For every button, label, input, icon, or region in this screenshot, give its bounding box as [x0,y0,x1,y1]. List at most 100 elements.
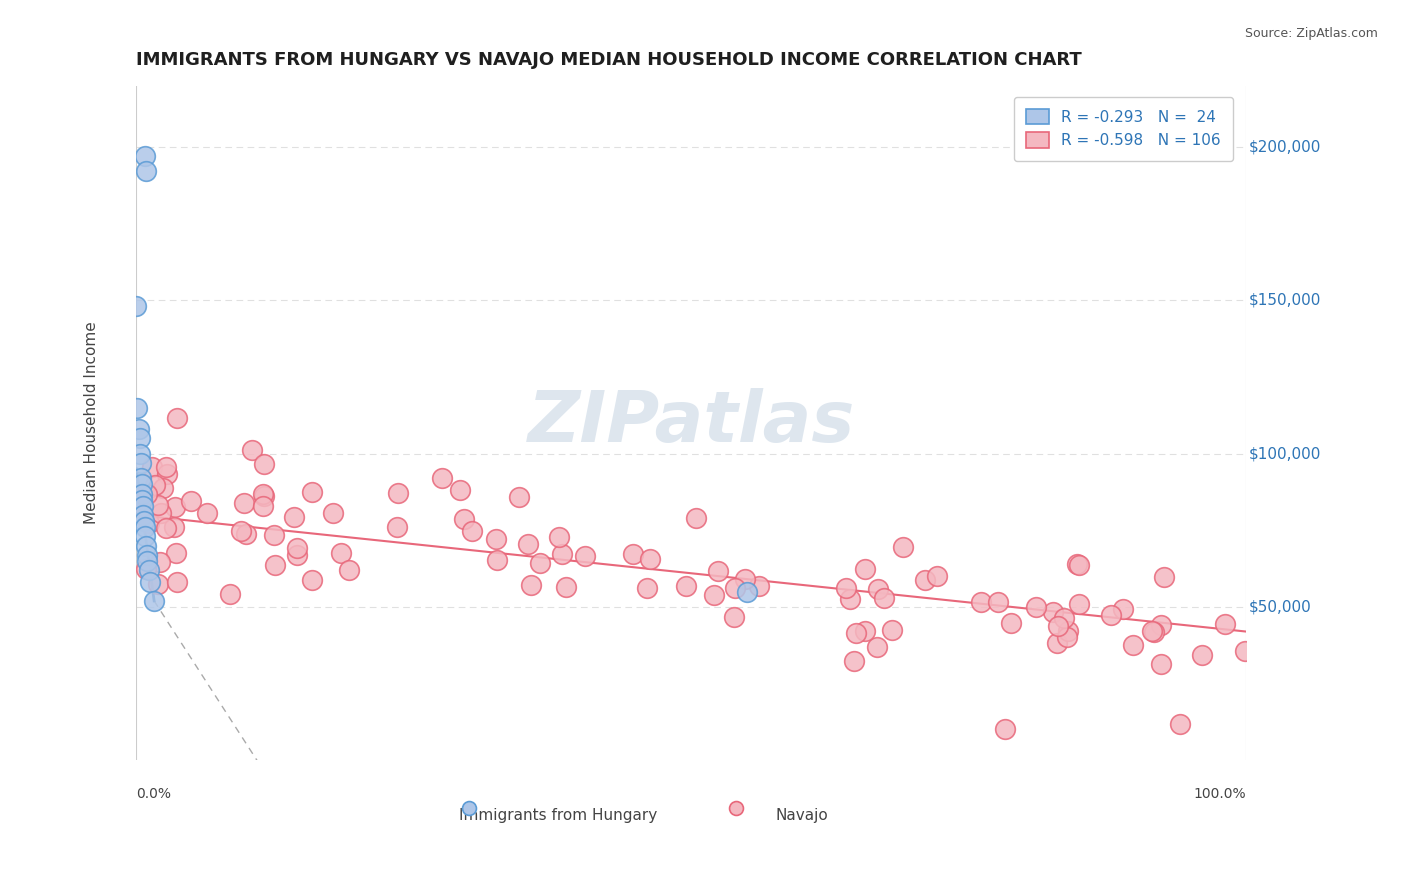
Point [1191,648,1213,662]
Point [283,509,305,524]
Point [155,459,177,474]
Point [128,431,150,445]
Point [337,563,360,577]
Point [1153,570,1175,584]
Point [141,460,163,475]
Point [240,443,263,458]
Point [1066,557,1088,571]
Point [1000,616,1022,631]
Point [1099,607,1122,622]
Text: $150,000: $150,000 [1249,293,1320,308]
Point [1122,638,1144,652]
Point [845,625,868,640]
Point [149,555,172,569]
Point [555,580,578,594]
Point [485,532,508,546]
Point [1142,624,1164,638]
Point [734,572,756,586]
Point [1233,644,1256,658]
Point [385,520,408,534]
Point [128,422,150,436]
Point [873,591,896,606]
Text: IMMIGRANTS FROM HUNGARY VS NAVAJO MEDIAN HOUSEHOLD INCOME CORRELATION CHART: IMMIGRANTS FROM HUNGARY VS NAVAJO MEDIAN… [136,51,1083,69]
Point [165,546,187,560]
Point [1168,717,1191,731]
Point [135,562,157,576]
Point [880,623,903,637]
Point [970,595,993,609]
Point [458,753,481,767]
Point [163,500,186,514]
Point [994,722,1017,736]
Point [387,485,409,500]
Text: 0.0%: 0.0% [136,788,172,801]
Point [1046,636,1069,650]
Point [842,654,865,668]
Text: Median Household Income: Median Household Income [84,322,100,524]
Point [180,494,202,508]
Point [1215,617,1237,632]
Point [155,521,177,535]
Point [1025,599,1047,614]
Point [724,582,747,596]
Point [322,506,344,520]
Point [1042,605,1064,619]
Point [329,546,352,560]
Point [264,558,287,573]
Text: $100,000: $100,000 [1249,446,1320,461]
Point [135,487,157,501]
Point [520,578,543,592]
Point [195,506,218,520]
Point [891,540,914,554]
Point [253,489,276,503]
Text: Navajo: Navajo [776,807,828,822]
Point [235,526,257,541]
Point [252,458,274,472]
Point [623,547,645,561]
Point [134,149,156,163]
Point [146,577,169,591]
Point [636,582,658,596]
Point [218,587,240,601]
Point [134,514,156,528]
Point [685,510,707,524]
Point [143,594,166,608]
Point [134,529,156,543]
Point [287,548,309,562]
Point [166,575,188,590]
Point [127,401,149,415]
Point [128,500,150,515]
Point [675,579,697,593]
Point [574,549,596,563]
Point [156,467,179,482]
Point [136,554,159,568]
Point [232,496,254,510]
Point [1150,618,1173,632]
Point [703,589,725,603]
Point [1057,624,1080,639]
Point [449,483,471,497]
Point [131,492,153,507]
Point [735,584,758,599]
Text: Source: ZipAtlas.com: Source: ZipAtlas.com [1244,27,1378,40]
Point [853,624,876,638]
Point [229,524,252,538]
Point [129,456,152,470]
Point [132,508,155,522]
Point [128,447,150,461]
Point [548,531,571,545]
Point [301,485,323,500]
Point [149,506,172,520]
Point [839,591,862,606]
Point [1053,610,1076,624]
Point [131,477,153,491]
Point [529,557,551,571]
Point [252,486,274,500]
Point [1143,624,1166,639]
Point [125,299,148,313]
Text: $200,000: $200,000 [1249,139,1320,154]
Point [430,471,453,485]
Point [868,582,890,596]
Point [835,582,858,596]
Point [853,562,876,576]
